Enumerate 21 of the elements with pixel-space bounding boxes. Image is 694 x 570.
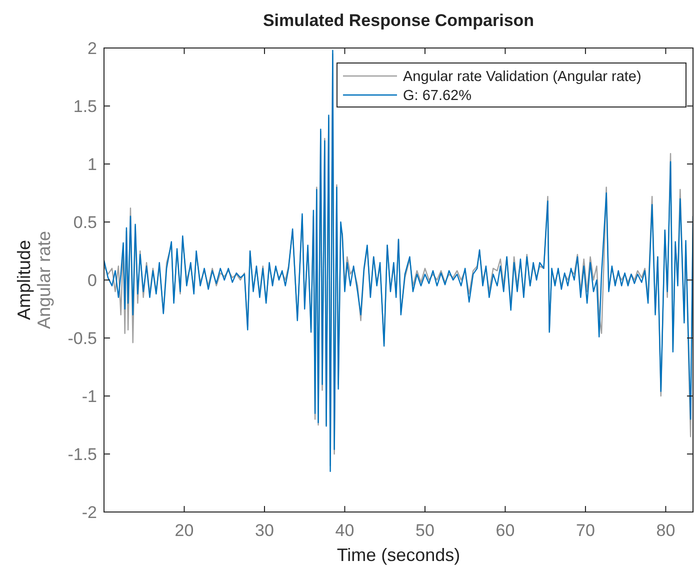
x-tick-label: 60 (496, 521, 515, 540)
chart-title: Simulated Response Comparison (262, 11, 534, 30)
y-tick-label: -0.5 (68, 329, 97, 348)
y-tick-label: 0 (88, 271, 97, 290)
y-tick-label: 0.5 (73, 213, 97, 232)
legend-label: G: 67.62% (403, 88, 472, 104)
x-tick-label: 50 (416, 521, 434, 540)
x-tick-label: 80 (656, 521, 676, 540)
x-tick-label: 40 (335, 521, 354, 540)
y-tick-label: -2 (82, 503, 97, 522)
x-tick-label: 70 (576, 521, 595, 540)
y-tick-label: 2 (88, 39, 97, 58)
legend-label: Angular rate Validation (Angular rate) (403, 69, 642, 85)
x-tick-label: 30 (255, 521, 274, 540)
y-tick-label: -1.5 (68, 445, 97, 464)
y-tick-label: 1 (88, 155, 97, 174)
y-tick-label: -1 (82, 387, 97, 406)
y-axis-title: Amplitude Angular rate (14, 230, 54, 330)
x-tick-label: 20 (174, 521, 194, 540)
y-tick-label: 1.5 (73, 97, 97, 116)
x-axis-title: Time (seconds) (336, 545, 460, 565)
